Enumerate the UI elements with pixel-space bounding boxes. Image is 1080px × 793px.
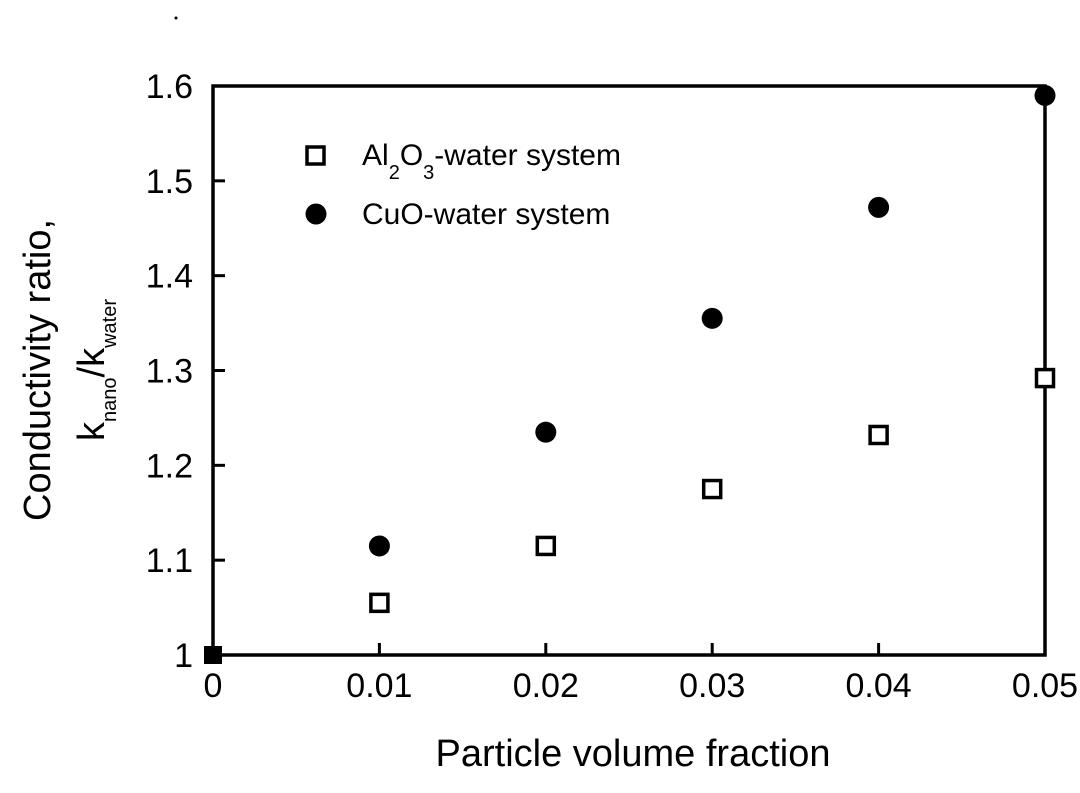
data-marks <box>204 84 1056 664</box>
legend-label-cuo: CuO-water system <box>362 198 610 231</box>
tick-labels: 0 0.01 0.02 0.03 0.04 0.05 1 1.1 1.2 1.3 1.4 1.5 1.6 <box>146 68 1078 705</box>
x-axis-label: Particle volume fraction <box>436 733 831 775</box>
data-point-cuo <box>535 421 557 443</box>
x-tick-label: 0.02 <box>513 667 579 705</box>
legend-marker-al2o3 <box>305 145 326 166</box>
data-point-al2o3 <box>1034 367 1056 389</box>
data-point-al2o3 <box>868 424 889 446</box>
data-point-cuo <box>1034 84 1056 106</box>
y-tick-label: 1.1 <box>146 542 193 580</box>
ylabel-sub-water: water <box>99 299 121 349</box>
data-point-al2o3 <box>535 535 557 557</box>
data-point-cuo <box>868 196 890 218</box>
x-tick-label: 0.01 <box>346 667 412 705</box>
plot-frame <box>211 84 1047 657</box>
y-tick-label: 1.3 <box>146 353 193 391</box>
data-point-cuo <box>368 535 390 557</box>
data-point-cuo <box>701 307 723 329</box>
legend-label-al2o3: Al2O3-water system <box>362 139 621 184</box>
speck <box>174 16 178 20</box>
y-tick-label: 1.5 <box>146 163 193 201</box>
ylabel-sub-nano: nano <box>99 377 121 422</box>
x-tick-label: 0.05 <box>1012 667 1078 705</box>
data-point-al2o3 <box>701 478 723 500</box>
ylabel-slash-k: /k <box>71 347 113 378</box>
y-axis-label-line2: knano/kwater <box>71 299 121 441</box>
x-tick-label: 0.03 <box>679 667 745 705</box>
svg-text:knano/kwater: knano/kwater <box>71 299 121 441</box>
x-tick-label: 0.04 <box>846 667 912 705</box>
y-tick-label: 1 <box>174 637 193 675</box>
axis-ticks <box>213 179 881 655</box>
data-point-al2o3 <box>369 592 390 614</box>
y-tick-label: 1.2 <box>146 447 193 485</box>
y-tick-label: 1.4 <box>146 258 193 296</box>
y-axis-label: Conductivity ratio, <box>17 219 59 521</box>
ylabel-k: k <box>71 421 113 441</box>
data-point-origin <box>204 646 222 664</box>
x-tick-label: 0 <box>204 667 223 705</box>
y-tick-label: 1.6 <box>146 68 193 106</box>
y-axis-label-line1: Conductivity ratio, <box>17 219 59 521</box>
legend: Al2O3-water system CuO-water system <box>305 139 621 231</box>
legend-marker-cuo <box>305 203 327 225</box>
